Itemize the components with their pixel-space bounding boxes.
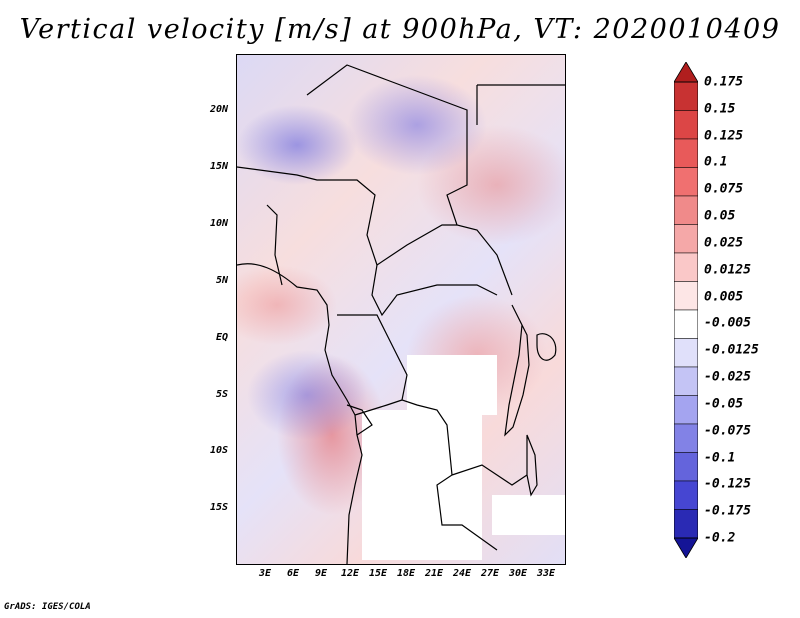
country-borders [237,64,565,564]
colorbar-level-label: 0.175 [704,74,744,90]
map-panel [236,54,566,565]
lon-label-30e: 30E [508,568,528,579]
lat-label-15n: 15N [209,161,228,172]
colorbar-segment [674,281,698,311]
colorbar-segment [674,423,698,453]
white-region-central [407,355,497,415]
colorbar-segment [674,138,698,168]
white-region-south [362,410,482,560]
colorbar-segment [674,366,698,396]
colorbar-level-label: 0.15 [704,101,736,117]
colorbar-segment [674,480,698,510]
colorbar-level-label: -0.2 [704,530,736,546]
colorbar-level-label: -0.175 [704,503,751,519]
colorbar [674,62,698,558]
lon-label-27e: 27E [480,568,500,579]
lat-label-10n: 10N [209,218,228,229]
colorbar-level-label: -0.075 [704,423,751,439]
colorbar-level-label: -0.1 [704,450,736,466]
colorbar-level-label: 0.125 [704,128,744,144]
colorbar-level-label: -0.0125 [704,342,759,358]
colorbar-segment [674,452,698,482]
lon-label-6e: 6E [286,568,300,579]
map-title: Vertical velocity [m/s] at 900hPa, VT: 2… [19,14,781,45]
colorbar-level-label: 0.0125 [704,262,751,278]
colorbar-segment [674,509,698,539]
colorbar-level-label: 0.1 [704,154,728,170]
lat-label-5n: 5N [215,275,228,286]
colorbar-segment [674,195,698,225]
lat-label-20n: 20N [209,104,228,115]
colorbar-segment [674,309,698,339]
colorbar-segment [674,252,698,282]
colorbar-segment [674,395,698,425]
lon-label-15e: 15E [368,568,388,579]
lon-label-21e: 21E [424,568,444,579]
colorbar-level-label: 0.075 [704,181,744,197]
lon-label-9e: 9E [314,568,328,579]
lon-label-18e: 18E [396,568,416,579]
credit-text: GrADS: IGES/COLA [4,602,91,612]
lon-label-3e: 3E [258,568,272,579]
lon-label-24e: 24E [452,568,472,579]
colorbar-level-label: 0.025 [704,235,744,251]
colorbar-level-label: -0.05 [704,396,744,412]
colorbar-level-label: 0.05 [704,208,736,224]
colorbar-segment [674,167,698,197]
colorbar-level-label: -0.005 [704,315,751,331]
white-region-southeast [492,495,565,535]
lat-label-eq: EQ [215,332,228,343]
colorbar-level-label: -0.025 [704,369,751,385]
colorbar-segment [674,81,698,111]
colorbar-level-label: 0.005 [704,289,744,305]
colorbar-segment [674,338,698,368]
colorbar-segment [674,110,698,140]
lat-label-15s: 15S [209,502,228,513]
colorbar-segment [674,224,698,254]
lon-label-33e: 33E [536,568,556,579]
lat-label-10s: 10S [209,445,228,456]
colorbar-level-label: -0.125 [704,476,751,492]
lon-label-12e: 12E [340,568,360,579]
lat-label-5s: 5S [215,389,228,400]
